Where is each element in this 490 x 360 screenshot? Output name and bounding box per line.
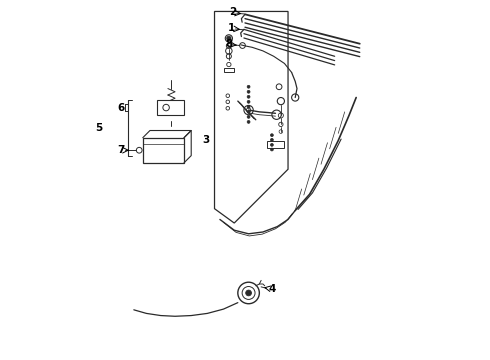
- Text: 7: 7: [118, 144, 125, 154]
- Bar: [157, 100, 184, 115]
- Text: 1: 1: [228, 23, 235, 33]
- Circle shape: [247, 100, 250, 103]
- Circle shape: [270, 143, 273, 146]
- Circle shape: [247, 95, 250, 98]
- Circle shape: [247, 85, 250, 88]
- Circle shape: [247, 111, 250, 113]
- Circle shape: [247, 105, 250, 108]
- Circle shape: [247, 116, 250, 118]
- Circle shape: [227, 36, 231, 41]
- Circle shape: [270, 134, 273, 136]
- Text: 2: 2: [229, 7, 237, 17]
- Text: 3: 3: [203, 135, 210, 145]
- Circle shape: [270, 148, 273, 151]
- Circle shape: [247, 90, 250, 93]
- Text: 5: 5: [95, 123, 102, 133]
- Bar: [224, 68, 234, 72]
- Text: 6: 6: [118, 103, 125, 113]
- Circle shape: [247, 121, 250, 123]
- Circle shape: [245, 290, 251, 296]
- Bar: [267, 141, 285, 148]
- Text: 4: 4: [268, 284, 275, 294]
- Circle shape: [270, 138, 273, 141]
- Text: 8: 8: [225, 39, 233, 49]
